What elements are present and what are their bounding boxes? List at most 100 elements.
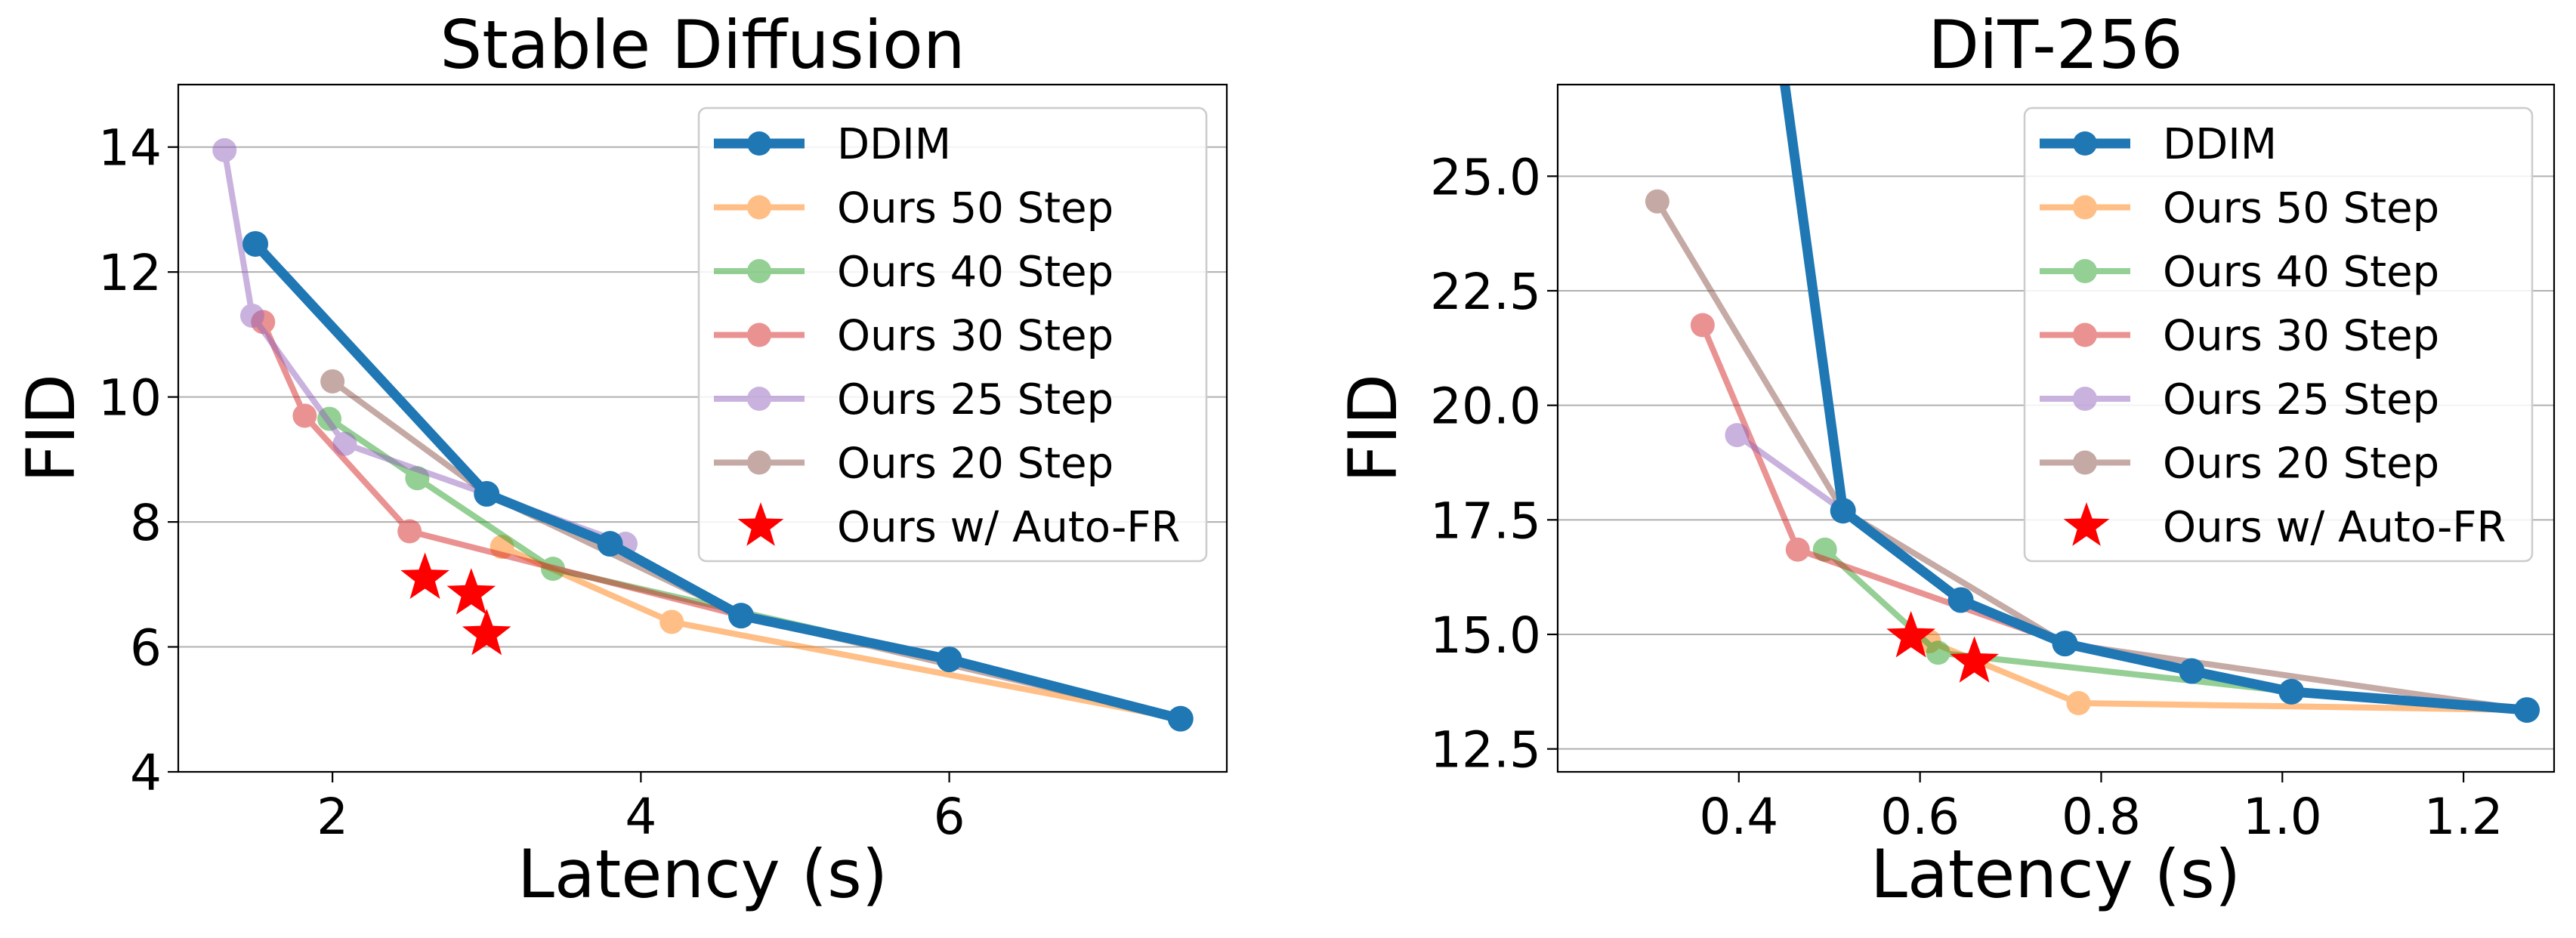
legend-swatch-marker <box>2073 387 2097 411</box>
y-tick-label: 4 <box>130 744 162 802</box>
y-tick-label: 17.5 <box>1430 492 1541 550</box>
data-point <box>597 531 623 557</box>
legend-swatch-marker <box>747 131 771 156</box>
legend-label: DDIM <box>2163 120 2277 169</box>
legend-swatch-marker <box>747 387 771 411</box>
legend: DDIM Ours 50 Step Ours 40 Step Ours 30 Step… <box>2023 106 2534 563</box>
legend-swatch-marker <box>747 322 771 347</box>
chart-title: Stable Diffusion <box>440 6 965 84</box>
star-marker <box>1950 636 1999 683</box>
legend-label: Ours 30 Step <box>2163 312 2439 361</box>
y-tick-label: 15.0 <box>1430 606 1541 665</box>
legend-swatch-marker <box>2073 450 2097 475</box>
legend-entry-ours-25-step: Ours 25 Step <box>2040 375 2439 424</box>
x-axis-label: Latency (s) <box>1870 835 2241 913</box>
y-tick-label: 12 <box>98 244 162 302</box>
data-point <box>1645 189 1669 214</box>
data-point <box>2066 691 2091 715</box>
y-tick-label: 12.5 <box>1430 721 1541 779</box>
x-tick-label: 0.8 <box>2062 788 2141 846</box>
x-axis-ticks: 2 4 6 <box>317 772 965 846</box>
legend-entry-ddim: DDIM <box>714 120 951 169</box>
legend-swatch-marker <box>747 450 771 475</box>
legend-entry-ours-40-step: Ours 40 Step <box>2040 248 2439 297</box>
y-tick-label: 10 <box>98 369 162 427</box>
data-point <box>936 646 962 673</box>
data-point <box>239 304 264 329</box>
series-layer <box>212 137 1194 732</box>
legend-star-icon <box>2063 502 2110 546</box>
x-axis-label: Latency (s) <box>517 835 888 913</box>
data-point <box>242 230 269 257</box>
data-point <box>474 480 500 507</box>
legend-label: Ours 25 Step <box>2163 375 2439 424</box>
legend-entry-ours-50-step: Ours 50 Step <box>714 184 1113 233</box>
y-tick-label: 14 <box>98 119 162 177</box>
legend-swatch <box>714 195 805 220</box>
y-axis-label: FID <box>12 374 90 483</box>
y-axis-ticks: 4 6 8 10 12 14 <box>98 119 178 802</box>
y-tick-label: 25.0 <box>1430 148 1541 206</box>
star-marker <box>400 552 449 600</box>
data-point <box>659 609 684 634</box>
plot-frame <box>177 83 1228 773</box>
x-axis-ticks: 0.4 0.6 0.8 1.0 1.2 <box>1699 772 2503 846</box>
series-line <box>250 239 1186 724</box>
x-tick-label: 6 <box>934 788 965 846</box>
legend-label: DDIM <box>837 120 951 169</box>
x-tick-label: 0.6 <box>1880 788 1960 846</box>
legend-entry-ours-50-step: Ours 50 Step <box>2040 184 2439 233</box>
data-point <box>397 519 422 544</box>
legend-swatch <box>714 450 805 475</box>
star-marker <box>462 609 511 656</box>
legend-swatch <box>714 131 805 156</box>
x-tick-label: 4 <box>625 788 656 846</box>
legend-label: Ours 25 Step <box>837 375 1113 424</box>
legend-label: Ours 20 Step <box>837 440 1113 489</box>
legend-star-icon <box>737 502 784 546</box>
legend-swatch-marker <box>747 195 771 220</box>
series-ddim <box>1780 85 2540 724</box>
data-point <box>212 137 237 162</box>
data-point <box>1785 537 1810 562</box>
legend-entry-ours-w-auto-fr: Ours w/ Auto-FR <box>737 502 1180 552</box>
series-line <box>1654 198 2531 714</box>
data-point <box>1947 587 1974 613</box>
y-axis-ticks: 12.5 15.0 17.5 20.0 22.5 25.0 <box>1430 148 1558 779</box>
legend-swatch-marker <box>2073 259 2097 283</box>
legend-entry-ours-20-step: Ours 20 Step <box>2040 440 2439 489</box>
legend-swatch <box>2040 195 2130 220</box>
data-point <box>1690 313 1715 338</box>
legend-swatch-marker <box>2073 322 2097 347</box>
legend-swatch <box>2040 450 2130 475</box>
star-marker <box>1886 611 1935 658</box>
data-point <box>292 403 317 428</box>
data-point <box>1167 705 1194 732</box>
legend-swatch <box>714 322 805 347</box>
y-tick-label: 22.5 <box>1430 263 1541 321</box>
legend-label: Ours w/ Auto-FR <box>2163 503 2506 552</box>
x-tick-label: 1.0 <box>2243 788 2322 846</box>
data-point <box>728 603 755 629</box>
legend-swatch <box>2040 322 2130 347</box>
plot-frame <box>1556 83 2556 773</box>
legend-swatch-marker <box>2073 131 2097 156</box>
x-tick-label: 0.4 <box>1699 788 1778 846</box>
chart-panel-stable-diffusion: 2 4 6 4 6 8 10 12 14 Stable Diffusion Latency (… <box>12 6 1228 913</box>
legend-frame <box>2023 106 2534 563</box>
y-tick-label: 20.0 <box>1430 378 1541 436</box>
x-tick-label: 1.2 <box>2424 788 2503 846</box>
star-marker <box>446 568 496 615</box>
legend: DDIM Ours 50 Step Ours 40 Step Ours 30 Step… <box>697 106 1208 563</box>
data-point <box>332 431 357 456</box>
legend-label: Ours 50 Step <box>837 184 1113 233</box>
data-point <box>2514 697 2540 724</box>
data-point <box>2179 658 2205 684</box>
legend-entry-ours-20-step: Ours 20 Step <box>714 440 1113 489</box>
legend-swatch-marker <box>2073 195 2097 220</box>
legend-swatch <box>2040 131 2130 156</box>
legend-swatch <box>2040 387 2130 411</box>
legend-entry-ours-30-step: Ours 30 Step <box>714 312 1113 361</box>
legend-swatch-marker <box>747 259 771 283</box>
legend-swatch <box>714 259 805 283</box>
